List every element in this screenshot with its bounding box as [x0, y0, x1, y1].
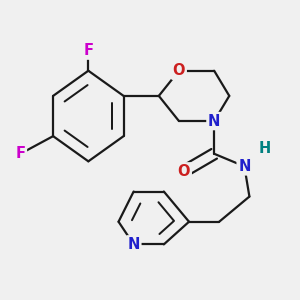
- Text: N: N: [238, 159, 250, 174]
- Text: H: H: [258, 141, 271, 156]
- Text: F: F: [15, 146, 26, 161]
- Text: O: O: [173, 63, 185, 78]
- Text: F: F: [83, 43, 93, 58]
- Text: N: N: [128, 237, 140, 252]
- Text: N: N: [208, 114, 220, 129]
- Text: O: O: [178, 164, 190, 179]
